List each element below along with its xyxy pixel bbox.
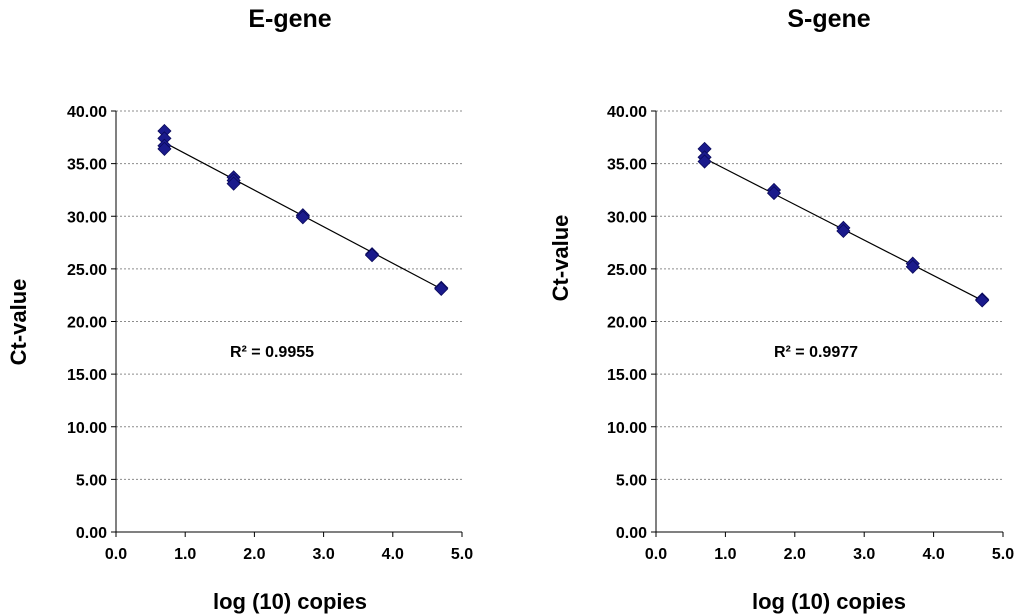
y-tick-label: 5.00 <box>76 472 107 489</box>
x-tick-label: 4.0 <box>382 546 404 563</box>
data-point <box>836 223 851 239</box>
y-tick-label: 40.00 <box>607 104 647 121</box>
chart-title: S-gene <box>787 5 870 33</box>
y-tick-label: 25.00 <box>607 262 647 279</box>
x-tick-label: 2.0 <box>784 546 806 563</box>
gridlines <box>116 110 462 480</box>
x-tick-labels: 0.0 1.0 2.0 3.0 4.0 5.0 <box>105 546 473 563</box>
data-point <box>766 186 782 201</box>
x-tick-label: 1.0 <box>714 546 736 563</box>
x-tick-label: 2.0 <box>243 546 265 563</box>
x-tick-label: 0.0 <box>645 546 667 563</box>
x-tick-label: 1.0 <box>174 546 196 563</box>
data-point <box>295 210 310 225</box>
y-tick-label: 30.00 <box>607 209 647 226</box>
y-tick-label: 35.00 <box>67 157 107 174</box>
r-squared-label: R² = 0.9955 <box>230 344 314 361</box>
y-tick-labels: 0.00 5.00 10.00 15.00 20.00 25.00 30.00 35.00 40… <box>607 104 647 542</box>
gridlines <box>656 110 1003 480</box>
data-point <box>364 248 380 263</box>
data-point <box>905 259 920 274</box>
y-tick-label: 15.00 <box>607 367 647 384</box>
y-tick-label: 20.00 <box>67 315 107 332</box>
y-tick-label: 20.00 <box>607 315 647 332</box>
x-tick-labels: 0.0 1.0 2.0 3.0 4.0 5.0 <box>645 546 1014 563</box>
data-point <box>226 176 241 191</box>
y-tick-label: 35.00 <box>607 157 647 174</box>
y-tick-label: 5.00 <box>616 472 647 489</box>
axes <box>111 110 463 537</box>
y-tick-labels: 0.00 5.00 10.00 15.00 20.00 25.00 30.00 35.00 40… <box>67 104 107 542</box>
y-tick-label: 15.00 <box>67 367 107 384</box>
data-point <box>975 293 990 308</box>
y-axis-title: Ct-value <box>6 279 31 366</box>
data-points <box>157 123 449 296</box>
data-point <box>157 141 172 156</box>
y-tick-label: 0.00 <box>76 525 107 542</box>
chart-title: E-gene <box>248 5 331 33</box>
data-points <box>697 141 990 308</box>
x-tick-label: 4.0 <box>922 546 944 563</box>
x-tick-label: 3.0 <box>853 546 875 563</box>
r-squared-label: R² = 0.9977 <box>774 344 858 361</box>
data-point <box>434 281 449 296</box>
x-tick-label: 0.0 <box>105 546 127 563</box>
x-axis-title: log (10) copies <box>752 589 906 614</box>
data-point <box>697 154 712 169</box>
y-tick-label: 0.00 <box>616 525 647 542</box>
e-gene-chart: E-gene log (10) copies Ct-value R² = 0.9… <box>6 5 473 614</box>
y-tick-label: 40.00 <box>67 104 107 121</box>
x-tick-label: 5.0 <box>451 546 473 563</box>
y-tick-label: 10.00 <box>607 420 647 437</box>
axes <box>651 110 1004 537</box>
s-gene-chart: S-gene log (10) copies Ct-value R² = 0.9… <box>548 5 1014 614</box>
y-axis-title: Ct-value <box>548 215 573 302</box>
y-tick-label: 30.00 <box>67 209 107 226</box>
x-axis-title: log (10) copies <box>213 589 367 614</box>
y-tick-label: 10.00 <box>67 420 107 437</box>
y-tick-label: 25.00 <box>67 262 107 279</box>
x-tick-label: 5.0 <box>992 546 1014 563</box>
x-tick-label: 3.0 <box>312 546 334 563</box>
